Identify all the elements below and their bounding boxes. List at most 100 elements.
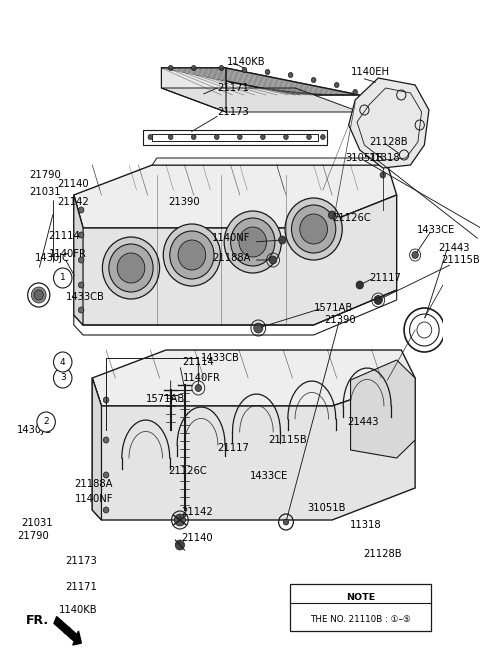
Text: 1140EH: 1140EH xyxy=(350,67,390,77)
Text: 31051B: 31051B xyxy=(345,153,384,163)
Ellipse shape xyxy=(412,251,419,258)
Ellipse shape xyxy=(300,214,327,244)
Ellipse shape xyxy=(53,352,72,372)
Ellipse shape xyxy=(168,134,173,140)
Text: 2: 2 xyxy=(43,417,49,426)
Ellipse shape xyxy=(117,253,145,283)
Text: 1140FR: 1140FR xyxy=(183,373,220,383)
FancyArrow shape xyxy=(54,617,81,645)
Text: 1571AB: 1571AB xyxy=(313,303,353,313)
Text: FR.: FR. xyxy=(26,613,49,626)
Polygon shape xyxy=(161,68,226,112)
Text: 21031: 21031 xyxy=(30,187,61,197)
Ellipse shape xyxy=(307,134,312,140)
Text: 21126C: 21126C xyxy=(332,213,371,223)
Text: 1433CE: 1433CE xyxy=(250,470,288,481)
Text: 21126C: 21126C xyxy=(168,466,207,476)
Ellipse shape xyxy=(103,472,109,478)
Text: 21443: 21443 xyxy=(348,417,379,427)
Polygon shape xyxy=(161,68,360,95)
Text: 1140EH: 1140EH xyxy=(330,602,369,612)
Ellipse shape xyxy=(53,268,72,288)
Text: 1140KB: 1140KB xyxy=(59,605,97,615)
Ellipse shape xyxy=(148,134,153,140)
Text: 4: 4 xyxy=(60,358,66,367)
Text: 21115B: 21115B xyxy=(268,434,307,445)
Text: 21790: 21790 xyxy=(30,170,61,180)
Ellipse shape xyxy=(261,134,265,140)
Text: 11318: 11318 xyxy=(369,153,401,163)
Polygon shape xyxy=(350,360,415,458)
Text: 1: 1 xyxy=(60,274,66,283)
Text: 1433CB: 1433CB xyxy=(201,353,240,363)
Text: 21128B: 21128B xyxy=(363,549,402,560)
Text: 21390: 21390 xyxy=(325,315,356,325)
Text: 21173: 21173 xyxy=(217,107,249,117)
Text: 1430JC: 1430JC xyxy=(35,253,70,263)
Text: 1433CB: 1433CB xyxy=(66,291,105,302)
Ellipse shape xyxy=(224,211,281,273)
Text: 21790: 21790 xyxy=(17,531,48,541)
Text: 3: 3 xyxy=(60,373,66,382)
Text: 21390: 21390 xyxy=(168,197,200,207)
Ellipse shape xyxy=(239,227,266,257)
Ellipse shape xyxy=(285,198,342,260)
Ellipse shape xyxy=(335,83,339,87)
Text: 21188A: 21188A xyxy=(74,479,113,489)
Text: 21142: 21142 xyxy=(181,507,213,517)
Text: 21171: 21171 xyxy=(217,83,249,93)
Ellipse shape xyxy=(192,66,196,70)
Ellipse shape xyxy=(103,437,109,443)
Ellipse shape xyxy=(37,412,55,432)
Text: 21115B: 21115B xyxy=(441,255,480,265)
Ellipse shape xyxy=(78,307,84,313)
Ellipse shape xyxy=(353,89,358,94)
Ellipse shape xyxy=(192,134,196,140)
Text: NOTE: NOTE xyxy=(346,592,375,602)
Ellipse shape xyxy=(380,172,385,178)
Text: 1430JC: 1430JC xyxy=(17,424,52,435)
Text: 21031: 21031 xyxy=(21,518,53,528)
Ellipse shape xyxy=(103,397,109,403)
Polygon shape xyxy=(348,78,429,168)
Ellipse shape xyxy=(78,207,84,213)
Ellipse shape xyxy=(195,384,202,392)
Ellipse shape xyxy=(284,134,288,140)
Ellipse shape xyxy=(109,244,153,292)
Ellipse shape xyxy=(215,134,219,140)
Polygon shape xyxy=(92,378,101,520)
Polygon shape xyxy=(92,378,415,520)
Text: 1140KB: 1140KB xyxy=(227,57,265,67)
Polygon shape xyxy=(74,195,83,325)
Text: 21171: 21171 xyxy=(66,582,97,592)
Ellipse shape xyxy=(78,232,84,238)
Ellipse shape xyxy=(230,218,275,266)
Text: 1140NF: 1140NF xyxy=(212,233,251,243)
Text: 11318: 11318 xyxy=(350,520,382,530)
Text: 21443: 21443 xyxy=(438,243,470,253)
Ellipse shape xyxy=(254,323,263,333)
Ellipse shape xyxy=(178,240,206,270)
Text: 21140: 21140 xyxy=(181,533,213,543)
Polygon shape xyxy=(161,88,360,112)
Ellipse shape xyxy=(238,134,242,140)
Ellipse shape xyxy=(374,295,383,304)
Text: 21142: 21142 xyxy=(58,197,89,207)
Text: 21173: 21173 xyxy=(66,556,97,566)
Bar xyxy=(290,584,431,631)
Text: 21188A: 21188A xyxy=(212,253,251,263)
Text: 21128B: 21128B xyxy=(369,137,408,147)
Ellipse shape xyxy=(328,211,336,219)
Text: THE NO. 21110B : ①–⑤: THE NO. 21110B : ①–⑤ xyxy=(310,615,411,624)
Ellipse shape xyxy=(265,70,270,75)
Text: 1571AB: 1571AB xyxy=(146,394,185,404)
Ellipse shape xyxy=(103,507,109,513)
Polygon shape xyxy=(152,158,387,165)
Text: 1140NF: 1140NF xyxy=(74,493,113,504)
Ellipse shape xyxy=(31,287,46,303)
Text: 1140FR: 1140FR xyxy=(48,249,86,259)
Ellipse shape xyxy=(53,368,72,388)
Text: 1433CE: 1433CE xyxy=(417,225,455,235)
Polygon shape xyxy=(74,195,396,325)
Ellipse shape xyxy=(34,290,43,300)
